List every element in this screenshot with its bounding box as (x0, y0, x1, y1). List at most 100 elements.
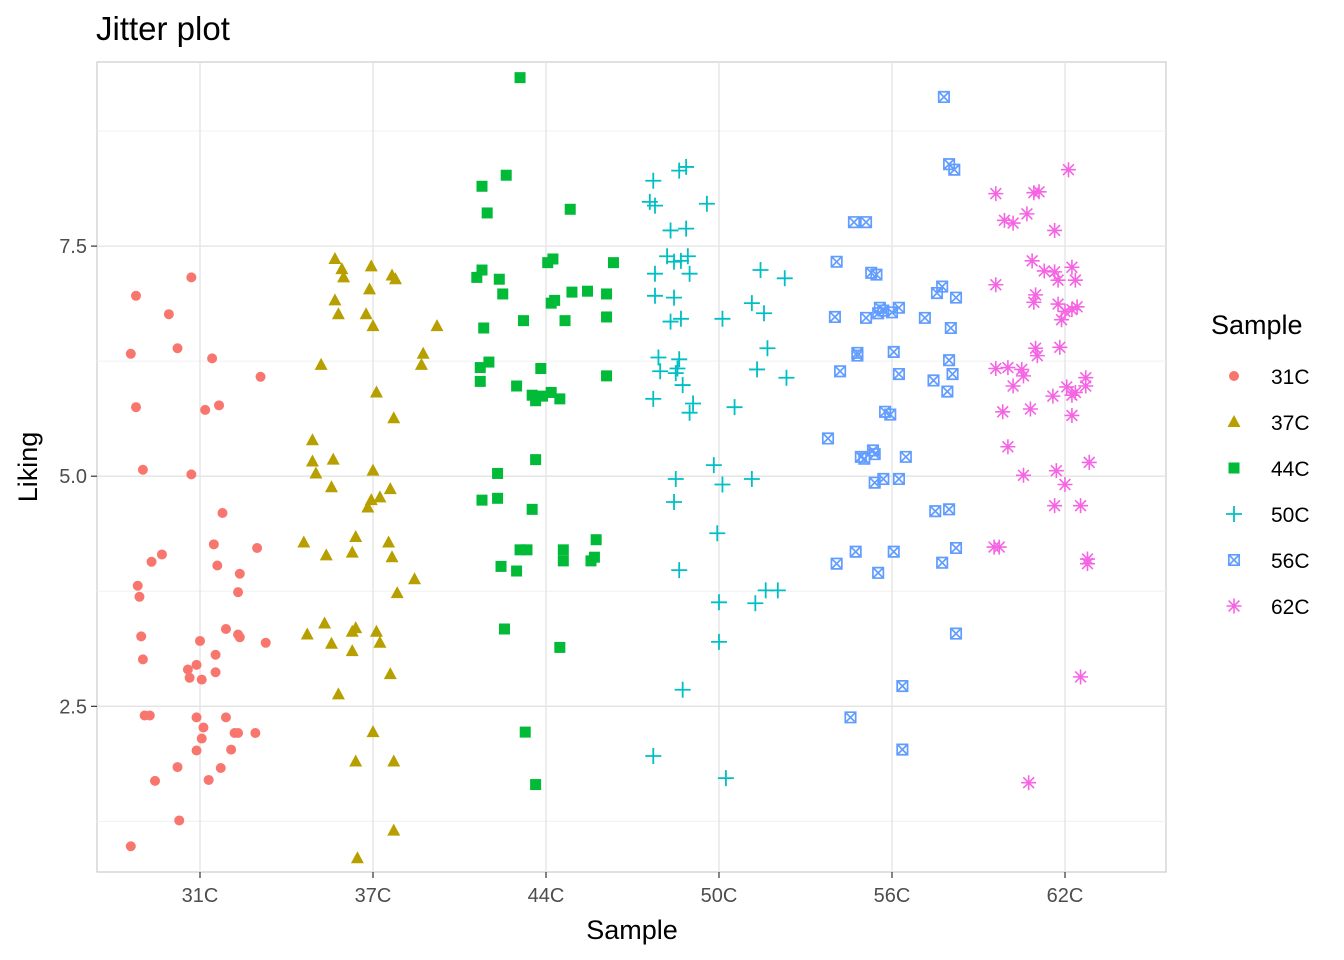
data-point (749, 361, 766, 378)
data-point (305, 433, 319, 446)
grid-minor (97, 130, 1166, 822)
data-point (305, 454, 319, 467)
data-point (776, 270, 793, 287)
data-point (474, 375, 486, 387)
data-point (698, 195, 715, 212)
data-point (1045, 388, 1061, 404)
data-point (1000, 360, 1016, 376)
data-point (949, 627, 963, 640)
data-point (607, 257, 619, 269)
series-50C (641, 158, 795, 787)
data-point (195, 635, 205, 646)
data-point (300, 627, 314, 640)
x-tick-label: 31C (182, 885, 219, 907)
data-point (645, 172, 662, 189)
data-point (210, 649, 221, 660)
data-point (234, 632, 245, 643)
data-point (549, 294, 561, 306)
data-point (137, 654, 148, 665)
data-point (373, 635, 387, 648)
data-point (387, 754, 401, 767)
data-point (220, 624, 231, 634)
data-point (492, 467, 504, 479)
data-point (476, 494, 488, 506)
grid-major (97, 62, 1166, 872)
y-tick-label: 2.5 (59, 696, 87, 718)
data-point (324, 636, 338, 649)
data-point (537, 390, 549, 402)
y-tick-label: 7.5 (59, 236, 87, 258)
data-point (476, 264, 488, 276)
x-tick-label: 37C (355, 885, 392, 907)
data-point (1054, 312, 1070, 328)
data-point (497, 288, 509, 300)
data-point (747, 595, 764, 612)
data-point (752, 262, 769, 279)
data-point (345, 624, 359, 637)
data-point (1036, 263, 1052, 279)
data-point (210, 667, 221, 678)
data-point (492, 492, 504, 504)
data-point (331, 687, 345, 700)
data-point (200, 404, 211, 415)
data-point (678, 220, 695, 237)
legend-item-31C: 31C (1229, 366, 1310, 389)
data-point (530, 454, 542, 466)
data-point (1050, 296, 1066, 312)
data-point (483, 356, 495, 368)
data-point (361, 500, 375, 513)
data-point (1067, 384, 1083, 400)
data-point (588, 551, 600, 563)
data-point (1026, 185, 1042, 201)
data-point (1014, 361, 1030, 377)
data-point (345, 545, 359, 558)
data-point (186, 469, 197, 480)
x-axis-tick-labels: 31C 37C 44C 50C 56C 62C (182, 872, 1083, 907)
data-point (726, 399, 743, 416)
legend: Sample 31C 37C 44C 50C 56C 62C (1211, 310, 1310, 619)
data-point (1050, 272, 1066, 288)
data-point (877, 472, 890, 486)
data-point (191, 659, 202, 670)
data-point (887, 345, 900, 358)
data-point (1005, 215, 1021, 231)
data-point (416, 346, 430, 359)
data-point (1015, 368, 1031, 384)
legend-label: 62C (1271, 596, 1310, 619)
data-point (892, 472, 905, 486)
data-point (866, 444, 880, 457)
data-point (208, 539, 219, 550)
data-point (519, 726, 531, 738)
data-point (366, 319, 380, 332)
data-point (667, 470, 684, 487)
data-point (778, 369, 795, 386)
data-point (387, 823, 401, 836)
data-point (226, 744, 237, 755)
legend-key (1229, 371, 1239, 381)
data-point (769, 582, 786, 599)
data-point (714, 476, 731, 493)
data-point (645, 748, 662, 765)
data-point (1000, 439, 1016, 455)
x-tick-label: 44C (528, 885, 565, 907)
data-point (892, 367, 905, 381)
data-point (319, 548, 333, 561)
data-point (601, 370, 613, 382)
data-point (755, 305, 772, 322)
series-37C (297, 251, 444, 864)
data-point (559, 315, 571, 327)
data-point (1073, 498, 1089, 514)
data-point (1021, 775, 1037, 791)
data-point (309, 466, 323, 479)
legend-label: 37C (1271, 412, 1310, 435)
panel-border (96, 61, 1167, 873)
data-point (685, 395, 702, 412)
data-point (1047, 222, 1063, 238)
data-point (328, 251, 342, 264)
data-point (191, 712, 202, 723)
legend-item-62C: 62C (1226, 596, 1310, 619)
data-point (318, 616, 332, 629)
data-point (927, 374, 940, 387)
data-point (743, 295, 760, 312)
data-point (896, 680, 909, 693)
